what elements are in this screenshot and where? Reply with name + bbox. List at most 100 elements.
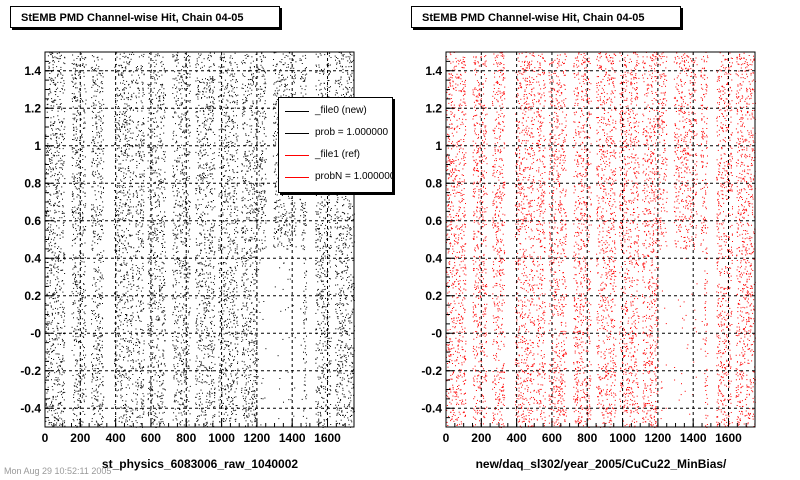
data-point <box>58 337 59 338</box>
data-point <box>122 265 123 266</box>
data-point <box>156 278 157 279</box>
data-point <box>141 321 142 322</box>
data-point <box>56 256 57 257</box>
data-point <box>48 251 49 252</box>
data-point <box>164 318 165 319</box>
data-point <box>102 129 103 130</box>
data-point <box>120 381 121 382</box>
data-point <box>74 60 75 61</box>
data-point <box>83 422 84 423</box>
data-point <box>115 158 116 159</box>
data-point <box>97 406 98 407</box>
data-point <box>124 303 125 304</box>
data-point <box>131 75 132 76</box>
data-point <box>48 387 49 388</box>
data-point <box>133 172 134 173</box>
data-point <box>160 138 161 139</box>
data-point <box>120 83 121 84</box>
data-point <box>72 81 73 82</box>
data-point <box>59 138 60 139</box>
data-point <box>53 82 54 83</box>
data-point <box>185 219 186 220</box>
data-point <box>56 136 57 137</box>
data-point <box>155 95 156 96</box>
data-point <box>153 170 154 171</box>
data-point <box>120 335 121 336</box>
data-point <box>49 335 50 336</box>
data-point <box>48 328 49 329</box>
data-point <box>57 309 58 310</box>
data-point <box>97 326 98 327</box>
data-point <box>133 110 134 111</box>
data-point <box>154 136 155 137</box>
data-point <box>77 180 78 181</box>
data-point <box>50 176 51 177</box>
data-point <box>95 123 96 124</box>
data-point <box>143 393 144 394</box>
data-point <box>131 331 132 332</box>
data-point <box>54 175 55 176</box>
data-point <box>148 343 149 344</box>
data-point <box>154 78 155 79</box>
data-point <box>61 248 62 249</box>
data-point <box>155 304 156 305</box>
data-point <box>60 362 61 363</box>
data-point <box>77 178 78 179</box>
data-point <box>54 417 55 418</box>
data-point <box>62 169 63 170</box>
data-point <box>130 323 131 324</box>
data-point <box>77 111 78 112</box>
data-point <box>141 186 142 187</box>
data-point <box>125 404 126 405</box>
data-point <box>155 260 156 261</box>
data-point <box>53 194 54 195</box>
data-point <box>85 331 86 332</box>
data-point <box>56 140 57 141</box>
data-point <box>50 122 51 123</box>
data-point <box>62 211 63 212</box>
data-point <box>164 223 165 224</box>
data-point <box>63 163 64 164</box>
data-point <box>153 190 154 191</box>
data-point <box>52 351 53 352</box>
data-point <box>130 269 131 270</box>
data-point <box>73 68 74 69</box>
data-point <box>93 217 94 218</box>
data-point <box>128 351 129 352</box>
data-point <box>81 298 82 299</box>
data-point <box>136 226 137 227</box>
data-point <box>150 259 151 260</box>
data-point <box>143 90 144 91</box>
data-point <box>115 277 116 278</box>
data-point <box>63 262 64 263</box>
data-point <box>46 148 47 149</box>
data-point <box>132 97 133 98</box>
data-point <box>123 172 124 173</box>
data-point <box>149 308 150 309</box>
data-point <box>124 377 125 378</box>
data-point <box>63 340 64 341</box>
data-point <box>163 310 164 311</box>
data-point <box>81 379 82 380</box>
data-point <box>129 131 130 132</box>
data-point <box>94 61 95 62</box>
data-point <box>158 364 159 365</box>
data-point <box>142 368 143 369</box>
data-point <box>46 172 47 173</box>
data-point <box>138 386 139 387</box>
data-point <box>159 422 160 423</box>
data-point <box>163 125 164 126</box>
data-point <box>136 306 137 307</box>
data-point <box>58 181 59 182</box>
data-point <box>55 424 56 425</box>
data-point <box>143 214 144 215</box>
data-point <box>156 269 157 270</box>
data-point <box>152 225 153 226</box>
data-point <box>95 100 96 101</box>
data-point <box>102 405 103 406</box>
data-point <box>81 369 82 370</box>
data-point <box>126 394 127 395</box>
data-point <box>92 379 93 380</box>
data-point <box>142 367 143 368</box>
data-point <box>85 103 86 104</box>
